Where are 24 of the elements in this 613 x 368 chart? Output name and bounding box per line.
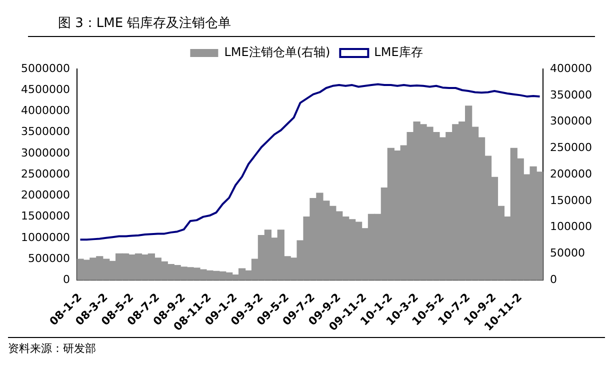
y-tick-label: 2500000 bbox=[20, 167, 70, 180]
y2-tick-label: 250000 bbox=[550, 141, 592, 154]
y-tick-label: 4000000 bbox=[20, 104, 70, 118]
y2-tick-label: 200000 bbox=[550, 167, 592, 180]
y-tick-label: 0 bbox=[62, 273, 70, 286]
y2-tick-label: 150000 bbox=[550, 194, 592, 207]
text: 资料来源：研发部 bbox=[8, 337, 605, 356]
y2-tick-label: 100000 bbox=[550, 220, 592, 234]
y-tick-label: 4500000 bbox=[20, 82, 70, 96]
y-tick-label: 5000000 bbox=[20, 62, 70, 75]
y-tick-label: 1500000 bbox=[20, 210, 70, 223]
y-tick-label: 1000000 bbox=[20, 230, 70, 244]
legend-label: LME注销仓单(右轴) bbox=[224, 45, 330, 60]
chart-title: 图 3：LME 铝库存及注销仓单 bbox=[28, 8, 595, 37]
legend-label: LME库存 bbox=[374, 45, 423, 60]
y2-tick-label: 50000 bbox=[550, 246, 586, 260]
y2-tick-label: 300000 bbox=[550, 114, 592, 128]
y2-tick-label: 400000 bbox=[550, 62, 592, 75]
y-tick-label: 2000000 bbox=[20, 188, 70, 202]
y2-tick-label: 350000 bbox=[550, 88, 592, 102]
y-tick-label: 500000 bbox=[28, 252, 70, 265]
y-tick-label: 3000000 bbox=[20, 146, 70, 160]
y-tick-label: 3500000 bbox=[20, 125, 70, 138]
y2-tick-label: 0 bbox=[550, 273, 558, 286]
